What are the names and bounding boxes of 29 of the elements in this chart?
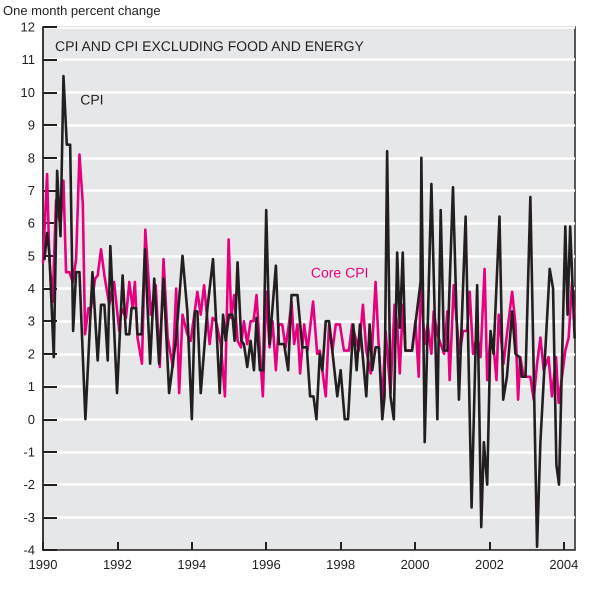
y-tick-label: 4 bbox=[28, 281, 35, 296]
y-tick-label: 3 bbox=[28, 314, 35, 329]
y-tick-label: 0 bbox=[28, 412, 35, 427]
x-tick-label: 2004 bbox=[549, 557, 578, 572]
y-tick-label: -3 bbox=[23, 510, 35, 525]
y-tick-label: -1 bbox=[23, 444, 35, 460]
y-tick-label: 2 bbox=[28, 346, 35, 362]
y-tick-label: -4 bbox=[23, 542, 35, 558]
y-tick-label: 6 bbox=[28, 216, 35, 231]
y-tick-label: 9 bbox=[28, 118, 35, 133]
y-tick-label: 8 bbox=[28, 150, 35, 166]
text: CPI AND CPI EXCLUDING FOOD AND ENERGY bbox=[55, 38, 364, 54]
x-tick-label: 2002 bbox=[474, 557, 504, 572]
y-tick-label: 10 bbox=[20, 84, 35, 100]
y-tick-label: 5 bbox=[28, 248, 35, 264]
x-tick-label: 1996 bbox=[252, 557, 281, 572]
y-axis-title: One month percent change bbox=[3, 3, 161, 18]
x-tick-label: 1992 bbox=[102, 557, 132, 572]
x-tick-label: 2000 bbox=[400, 557, 430, 572]
y-tick-label: 12 bbox=[20, 20, 35, 34]
y-tick-label: -2 bbox=[23, 477, 35, 492]
series-label: CPI bbox=[80, 91, 104, 108]
x-tick-label: 1994 bbox=[177, 557, 206, 572]
x-tick-label: 1990 bbox=[28, 557, 58, 572]
x-tick-label: 1998 bbox=[326, 557, 356, 572]
y-tick-label: 7 bbox=[28, 182, 35, 198]
y-tick-label: 1 bbox=[28, 379, 35, 394]
series-label: Core CPI bbox=[310, 264, 368, 281]
y-tick-label: 11 bbox=[22, 52, 35, 68]
